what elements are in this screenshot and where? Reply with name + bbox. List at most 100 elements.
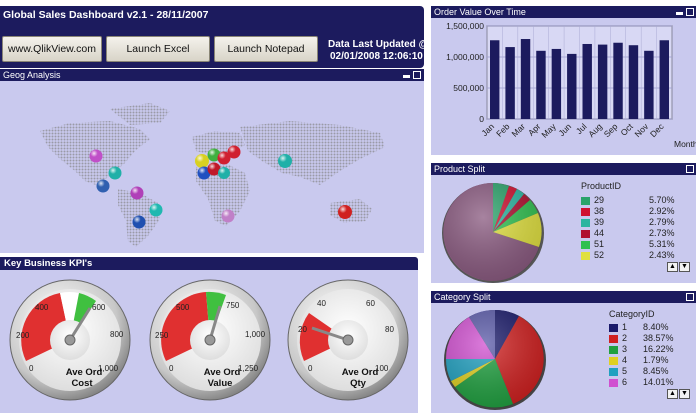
product-legend-pct: 5.70% — [649, 195, 675, 205]
gauge-value-label1: Ave Ord — [204, 367, 241, 378]
launch-notepad-button[interactable]: Launch Notepad — [214, 36, 318, 62]
product-split-title: Product Split — [434, 164, 486, 174]
product-legend-item[interactable]: 38 2.92% — [581, 206, 679, 217]
category-legend-item[interactable]: 6 14.01% — [609, 377, 674, 388]
category-split-maximize-icon[interactable] — [686, 293, 694, 301]
category-legend-pct: 16.22% — [643, 344, 674, 354]
gauge-value-tick-1000: 1,000 — [245, 330, 266, 339]
product-legend-id: 51 — [594, 239, 605, 249]
bar-nov[interactable] — [644, 50, 654, 119]
product-legend-item[interactable]: 51 5.31% — [581, 239, 679, 250]
bar-dec[interactable] — [659, 40, 669, 119]
order-value-panel: 1,500,000 1,000,000 500,000 0 Jan Feb Mar Apr Ma… — [431, 18, 696, 155]
marker-mexico-purple — [130, 186, 144, 200]
category-legend-pct: 8.45% — [643, 366, 669, 376]
gauge-qty-tick-60: 60 — [366, 299, 375, 308]
category-legend-swatch — [609, 345, 618, 354]
category-legend-item[interactable]: 2 38.57% — [609, 333, 674, 344]
bar-x-tick-label: Nov — [633, 121, 651, 139]
launch-excel-button[interactable]: Launch Excel — [106, 36, 210, 62]
category-scroll-down-button[interactable]: ▼ — [679, 389, 690, 399]
category-legend-id: 1 — [622, 322, 628, 332]
product-legend-id: 38 — [594, 206, 605, 216]
gauge-qty-tick-20: 20 — [298, 325, 307, 334]
category-split-pie — [444, 309, 546, 410]
category-legend-item[interactable]: 4 1.79% — [609, 355, 673, 366]
gauge-cost-tick-1000: 1,000 — [98, 364, 119, 373]
order-value-bar-chart: 1,500,0001,000,000500,0000JanFebMarAprMa… — [446, 21, 696, 149]
product-legend-swatch — [581, 207, 590, 216]
order-value-title: Order Value Over Time — [434, 7, 526, 17]
category-split-title: Category Split — [434, 292, 491, 302]
marker-brazil-teal — [149, 203, 163, 217]
kpi-header: Key Business KPI's — [0, 257, 418, 270]
product-split-header: Product Split — [431, 163, 696, 175]
category-legend-item[interactable]: 1 8.40% — [609, 322, 673, 333]
category-split-panel: CategoryID 1 8.40% 2 38.57% 3 16.22% 4 1.79% 5 8.… — [431, 303, 696, 413]
qlikview-link-button[interactable]: www.QlikView.com — [2, 36, 102, 62]
order-value-header: Order Value Over Time — [431, 6, 696, 18]
product-legend-pct: 5.31% — [649, 239, 675, 249]
marker-europe-blue — [197, 166, 211, 180]
bar-jun[interactable] — [567, 53, 577, 119]
gauge-value-tick-500: 500 — [176, 303, 190, 312]
bar-feb[interactable] — [505, 47, 515, 119]
product-scroll-up-button[interactable]: ▲ — [667, 262, 678, 272]
geog-maximize-icon[interactable] — [413, 71, 421, 79]
bar-apr[interactable] — [536, 50, 546, 119]
gauge-ave-ord-value: 0 250 500 750 1,000 1,250 Ave Ord Value — [149, 279, 271, 401]
order-value-minimize-icon[interactable] — [676, 12, 683, 15]
category-scroll-up-button[interactable]: ▲ — [667, 389, 678, 399]
bar-y-tick-label: 1,500,000 — [446, 21, 484, 31]
category-legend-swatch — [609, 356, 618, 365]
bar-mar[interactable] — [520, 39, 531, 119]
product-legend-item[interactable]: 44 2.73% — [581, 228, 679, 239]
category-legend-item[interactable]: 5 8.45% — [609, 366, 673, 377]
bar-sep[interactable] — [613, 42, 623, 119]
bar-jul[interactable] — [582, 43, 592, 120]
product-legend-title: ProductID — [581, 181, 622, 191]
gauge-qty-label1: Ave Ord — [342, 367, 379, 378]
product-legend-pct: 2.92% — [649, 206, 675, 216]
product-legend-swatch — [581, 218, 590, 227]
marker-europe-yellow — [195, 154, 209, 168]
category-legend-swatch — [609, 378, 618, 387]
product-split-maximize-icon[interactable] — [686, 165, 694, 173]
bar-jan[interactable] — [490, 40, 500, 119]
category-legend-pct: 1.79% — [643, 355, 669, 365]
product-legend-pct: 2.73% — [649, 228, 675, 238]
geog-minimize-icon[interactable] — [403, 75, 410, 78]
gauge-cost-label2: Cost — [71, 378, 93, 389]
bar-oct[interactable] — [628, 45, 639, 119]
marker-europe-red2 — [227, 145, 241, 159]
gauge-cost-tick-600: 600 — [92, 303, 106, 312]
gauge-value-tick-0: 0 — [169, 364, 174, 373]
location-markers — [89, 145, 352, 229]
category-legend-swatch — [609, 334, 618, 343]
product-legend-swatch — [581, 196, 590, 205]
gauge-qty-label2: Qty — [350, 378, 367, 389]
kpi-title: Key Business KPI's — [4, 258, 93, 269]
marker-canada-pink — [89, 149, 103, 163]
bar-x-tick-label: Feb — [494, 121, 512, 139]
gauge-value-tick-1250: 1,250 — [238, 364, 259, 373]
order-value-maximize-icon[interactable] — [686, 8, 694, 16]
product-legend-swatch — [581, 240, 590, 249]
gauge-qty-tick-100: 100 — [375, 364, 389, 373]
bar-x-tick-label: May — [539, 121, 558, 140]
product-legend-pct: 2.43% — [649, 250, 675, 260]
marker-europe-teal — [218, 167, 230, 179]
category-legend-pct: 38.57% — [643, 333, 674, 343]
category-legend-swatch — [609, 323, 618, 332]
bar-aug[interactable] — [597, 44, 608, 119]
last-updated-line2: 02/01/2008 12:06:10 — [330, 51, 423, 62]
gauge-cost-white-band — [60, 292, 79, 340]
bar-may[interactable] — [551, 48, 562, 119]
product-legend-item[interactable]: 52 2.43% — [581, 250, 679, 261]
geog-title: Geog Analysis — [3, 70, 61, 80]
product-scroll-down-button[interactable]: ▼ — [679, 262, 690, 272]
product-legend-item[interactable]: 29 5.70% — [581, 195, 679, 206]
bar-x-tick-label: Mar — [510, 121, 528, 139]
product-legend-item[interactable]: 39 2.79% — [581, 217, 679, 228]
category-legend-item[interactable]: 3 16.22% — [609, 344, 674, 355]
